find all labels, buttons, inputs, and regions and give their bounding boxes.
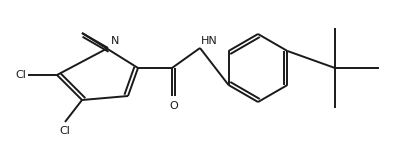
Text: Cl: Cl: [59, 126, 70, 136]
Text: Cl: Cl: [15, 70, 26, 80]
Text: HN: HN: [201, 36, 218, 46]
Text: N: N: [111, 36, 119, 46]
Text: O: O: [169, 101, 178, 111]
